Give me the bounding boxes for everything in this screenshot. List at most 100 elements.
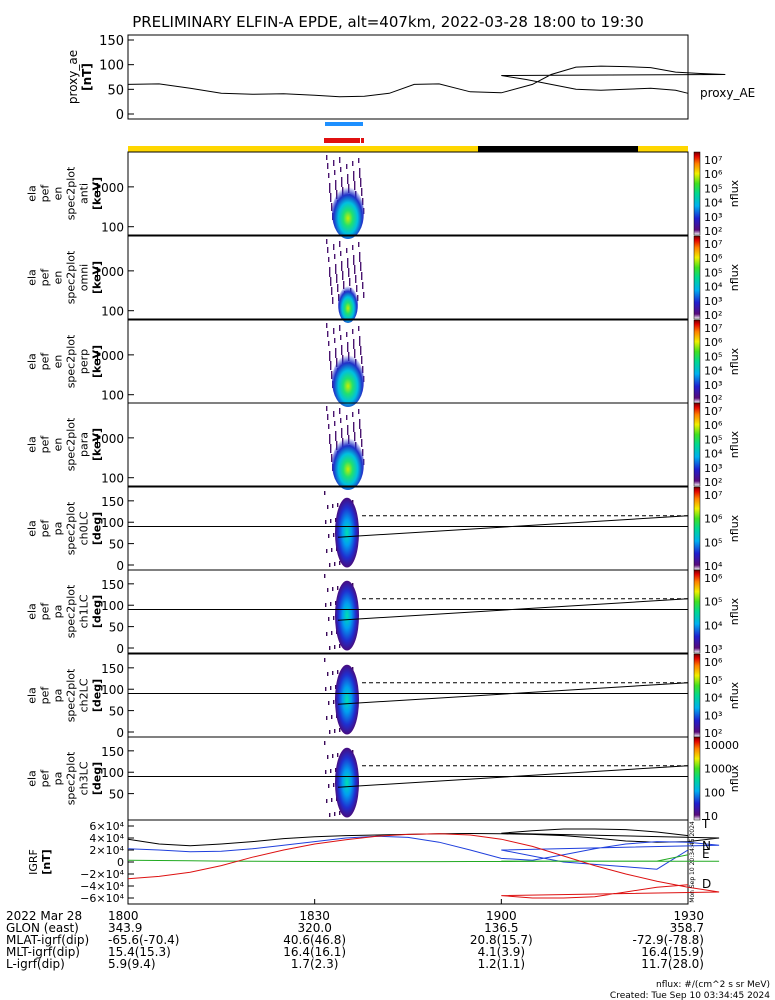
flux-pixel [324, 741, 326, 745]
ae-axis-title: proxy_ae [66, 50, 80, 104]
pa-axis-label: ela [26, 603, 39, 620]
pa-axis-label: pa [52, 689, 65, 703]
pa-ytick-label: 50 [109, 705, 124, 719]
flux-pixel [361, 356, 363, 364]
flux-pixel [332, 754, 334, 758]
pitch-angle-panel-2: 150 100 50 0 ela pef pa spec2plot ch1LC [deg] 10⁶ 1… [26, 569, 741, 656]
spec-axis-label: para [78, 432, 91, 457]
ephemeris-value: 136.5 [484, 921, 518, 935]
pa-ytick-label: 100 [101, 766, 124, 780]
flux-pixel [325, 603, 327, 607]
colorbar-tick-label: 10³ [704, 462, 722, 475]
colorbar-tick-label: 10⁶ [704, 656, 723, 669]
flux-blob [335, 580, 359, 651]
igrf-legend-D: D [702, 877, 711, 891]
igrf-ytick-label: −6×10⁴ [80, 892, 124, 905]
colorbar-label: nflux [728, 764, 741, 792]
spec-ytick-label: 100 [101, 221, 124, 235]
flux-pixel [327, 414, 329, 420]
flux-pixel [334, 812, 336, 816]
flux-pixel [335, 348, 337, 358]
ephemeris-value: 20.8(15.7) [470, 933, 533, 947]
flux-pixel [347, 174, 349, 184]
flux-pixel [327, 672, 329, 676]
colorbar-spec-4 [693, 402, 701, 487]
flux-pixel [333, 160, 335, 166]
colorbar-tick-label: 10⁷ [704, 489, 722, 502]
pitch-angle-frame [127, 486, 689, 571]
ephemeris-value: 5.9(9.4) [108, 957, 156, 971]
ephemeris-value: 1930 [673, 909, 704, 923]
ae-frame [127, 34, 689, 120]
igrf-ytick-label: −2×10⁴ [80, 868, 124, 881]
pa-ytick-label: 0 [116, 559, 124, 573]
colorbar-tick-label: 10³ [704, 643, 722, 656]
spec-axis-label: [keV] [91, 177, 104, 210]
spec-axis-label: ela [26, 269, 39, 286]
pa-axis-label: ch0LC [78, 511, 91, 545]
pa-ytick-label: 50 [109, 788, 124, 802]
pa-axis-label: ela [26, 520, 39, 537]
flux-pixel [330, 193, 332, 202]
colorbar-tick-label: 10000 [704, 739, 739, 752]
igrf-series-N [127, 835, 720, 870]
flux-pixel [335, 601, 337, 605]
units-note: nflux: #/(cm^2 s sr MeV) [656, 980, 770, 990]
pa-axis-label: [deg] [91, 595, 104, 628]
flux-pixel [346, 164, 348, 169]
colorbar-tick-label: 10⁶ [704, 419, 723, 432]
ephemeris-value: 1.7(2.3) [291, 957, 339, 971]
flux-pixel [327, 505, 329, 509]
flux-pixel [329, 646, 331, 650]
flux-pixel [334, 645, 336, 649]
spec-ytick-label: 1000 [93, 432, 124, 446]
flux-pixel [358, 326, 360, 331]
spec-axis-label: ela [26, 353, 39, 370]
pa-axis-label: pa [52, 522, 65, 536]
flux-pixel [360, 178, 362, 187]
flux-pixel [329, 267, 331, 277]
flux-pixel [352, 161, 354, 166]
flux-pixel [353, 171, 355, 181]
flux-pixel [354, 265, 356, 274]
pa-axis-label: pa [52, 605, 65, 619]
flux-pixel [328, 424, 330, 429]
ephemeris-row-label: 2022 Mar 28 [6, 909, 82, 923]
spec-ytick-label: 1000 [93, 181, 124, 195]
ephemeris-value: 343.9 [108, 921, 142, 935]
colorbar-tick-label: 10⁶ [704, 336, 723, 349]
flux-pixel [333, 411, 335, 417]
flux-pixel [330, 769, 332, 773]
colorbar-tick-label: 10 [704, 810, 718, 823]
flux-pixel [349, 278, 351, 286]
flux-pixel [330, 444, 332, 453]
colorbar-label: nflux [728, 179, 741, 207]
flux-pixel [359, 168, 361, 178]
igrf-legend-N: N [702, 839, 711, 853]
igrf-series-D [127, 833, 720, 899]
flux-pixel [339, 561, 341, 565]
flux-pixel [359, 419, 361, 429]
pitch-angle-frame [127, 736, 689, 821]
flux-pixel [335, 180, 337, 190]
flux-pixel [333, 783, 335, 787]
flux-pixel [326, 323, 328, 328]
flux-pixel [328, 534, 330, 538]
igrf-series-T [127, 828, 720, 847]
ae-ytick-label: 50 [107, 83, 124, 98]
igrf-legend-T: T [701, 817, 710, 831]
spec-axis-label: en [52, 187, 65, 201]
flux-pixel [325, 687, 327, 691]
pa-axis-label: ch3LC [78, 761, 91, 795]
flux-pixel [357, 295, 359, 301]
flux-pixel [326, 406, 328, 411]
flux-pixel [329, 351, 331, 361]
pa-axis-label: spec2plot [65, 584, 78, 638]
colorbar-pa-4 [693, 736, 701, 821]
flux-pixel [358, 242, 360, 247]
igrf-ytick-label: −4×10⁴ [80, 880, 124, 893]
pa-axis-label: pef [39, 602, 52, 621]
spectrogram-frame [127, 151, 689, 236]
